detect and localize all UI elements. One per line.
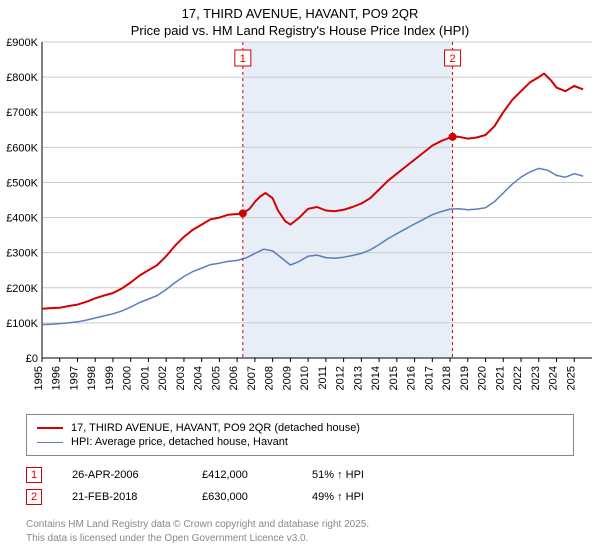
transaction-number: 2 [26,489,42,505]
svg-text:1999: 1999 [104,366,116,390]
svg-text:1996: 1996 [51,366,63,390]
svg-text:£0: £0 [26,353,38,365]
svg-text:2004: 2004 [193,366,205,390]
legend-label: 17, THIRD AVENUE, HAVANT, PO9 2QR (detac… [71,422,360,434]
svg-text:£300K: £300K [6,248,38,260]
chart: £0 £100K £200K £300K £400K £500K £600K £700K £80… [0,38,600,408]
legend-item: 17, THIRD AVENUE, HAVANT, PO9 2QR (detac… [37,421,563,435]
svg-text:2003: 2003 [175,366,187,390]
svg-text:2012: 2012 [335,366,347,390]
svg-text:2000: 2000 [122,366,134,390]
svg-text:2013: 2013 [352,366,364,390]
svg-text:2022: 2022 [512,366,524,390]
svg-text:£100K: £100K [6,318,38,330]
svg-text:2017: 2017 [423,366,435,390]
svg-text:2015: 2015 [388,366,400,390]
svg-text:2008: 2008 [264,366,276,390]
svg-text:2006: 2006 [228,366,240,390]
legend-item: HPI: Average price, detached house, Hava… [37,435,563,449]
legend-swatch [37,427,63,429]
transaction-date: 26-APR-2006 [72,469,172,481]
svg-text:£900K: £900K [6,38,38,49]
svg-text:£700K: £700K [6,107,38,119]
svg-text:2024: 2024 [548,366,560,390]
transaction-row: 1 26-APR-2006 £412,000 51% ↑ HPI [26,464,574,486]
svg-text:2016: 2016 [406,366,418,390]
transaction-price: £412,000 [202,469,282,481]
transaction-pct: 49% ↑ HPI [312,491,364,503]
svg-text:£200K: £200K [6,283,38,295]
transaction-price: £630,000 [202,491,282,503]
svg-text:2025: 2025 [565,366,577,390]
footer-line2: This data is licensed under the Open Gov… [26,532,574,546]
transaction-date: 21-FEB-2018 [72,491,172,503]
svg-text:2010: 2010 [299,366,311,390]
svg-text:£800K: £800K [6,72,38,84]
svg-text:2007: 2007 [246,366,258,390]
legend-swatch [37,442,63,443]
transactions-table: 1 26-APR-2006 £412,000 51% ↑ HPI 2 21-FEB-201… [26,464,574,508]
svg-text:2023: 2023 [530,366,542,390]
svg-text:£400K: £400K [6,213,38,225]
svg-text:2011: 2011 [317,366,329,390]
svg-text:2018: 2018 [441,366,453,390]
footer: Contains HM Land Registry data © Crown c… [26,518,574,545]
svg-text:2005: 2005 [210,366,222,390]
title-line2: Price paid vs. HM Land Registry's House … [0,23,600,38]
svg-text:1998: 1998 [86,366,98,390]
legend-label: HPI: Average price, detached house, Hava… [71,436,288,448]
transaction-pct: 51% ↑ HPI [312,469,364,481]
legend: 17, THIRD AVENUE, HAVANT, PO9 2QR (detac… [26,414,574,456]
svg-text:£500K: £500K [6,177,38,189]
title-line1: 17, THIRD AVENUE, HAVANT, PO9 2QR [0,6,600,21]
transaction-row: 2 21-FEB-2018 £630,000 49% ↑ HPI [26,486,574,508]
svg-text:1995: 1995 [33,366,45,390]
svg-text:1997: 1997 [68,366,80,390]
svg-text:2002: 2002 [157,366,169,390]
svg-text:2: 2 [449,53,455,65]
svg-text:1: 1 [240,53,246,65]
svg-text:2021: 2021 [494,366,506,390]
svg-text:2020: 2020 [477,366,489,390]
svg-text:2014: 2014 [370,366,382,390]
svg-text:2009: 2009 [281,366,293,390]
footer-line1: Contains HM Land Registry data © Crown c… [26,518,574,532]
svg-text:£600K: £600K [6,142,38,154]
svg-text:2019: 2019 [459,366,471,390]
svg-text:2001: 2001 [139,366,151,390]
transaction-number: 1 [26,467,42,483]
